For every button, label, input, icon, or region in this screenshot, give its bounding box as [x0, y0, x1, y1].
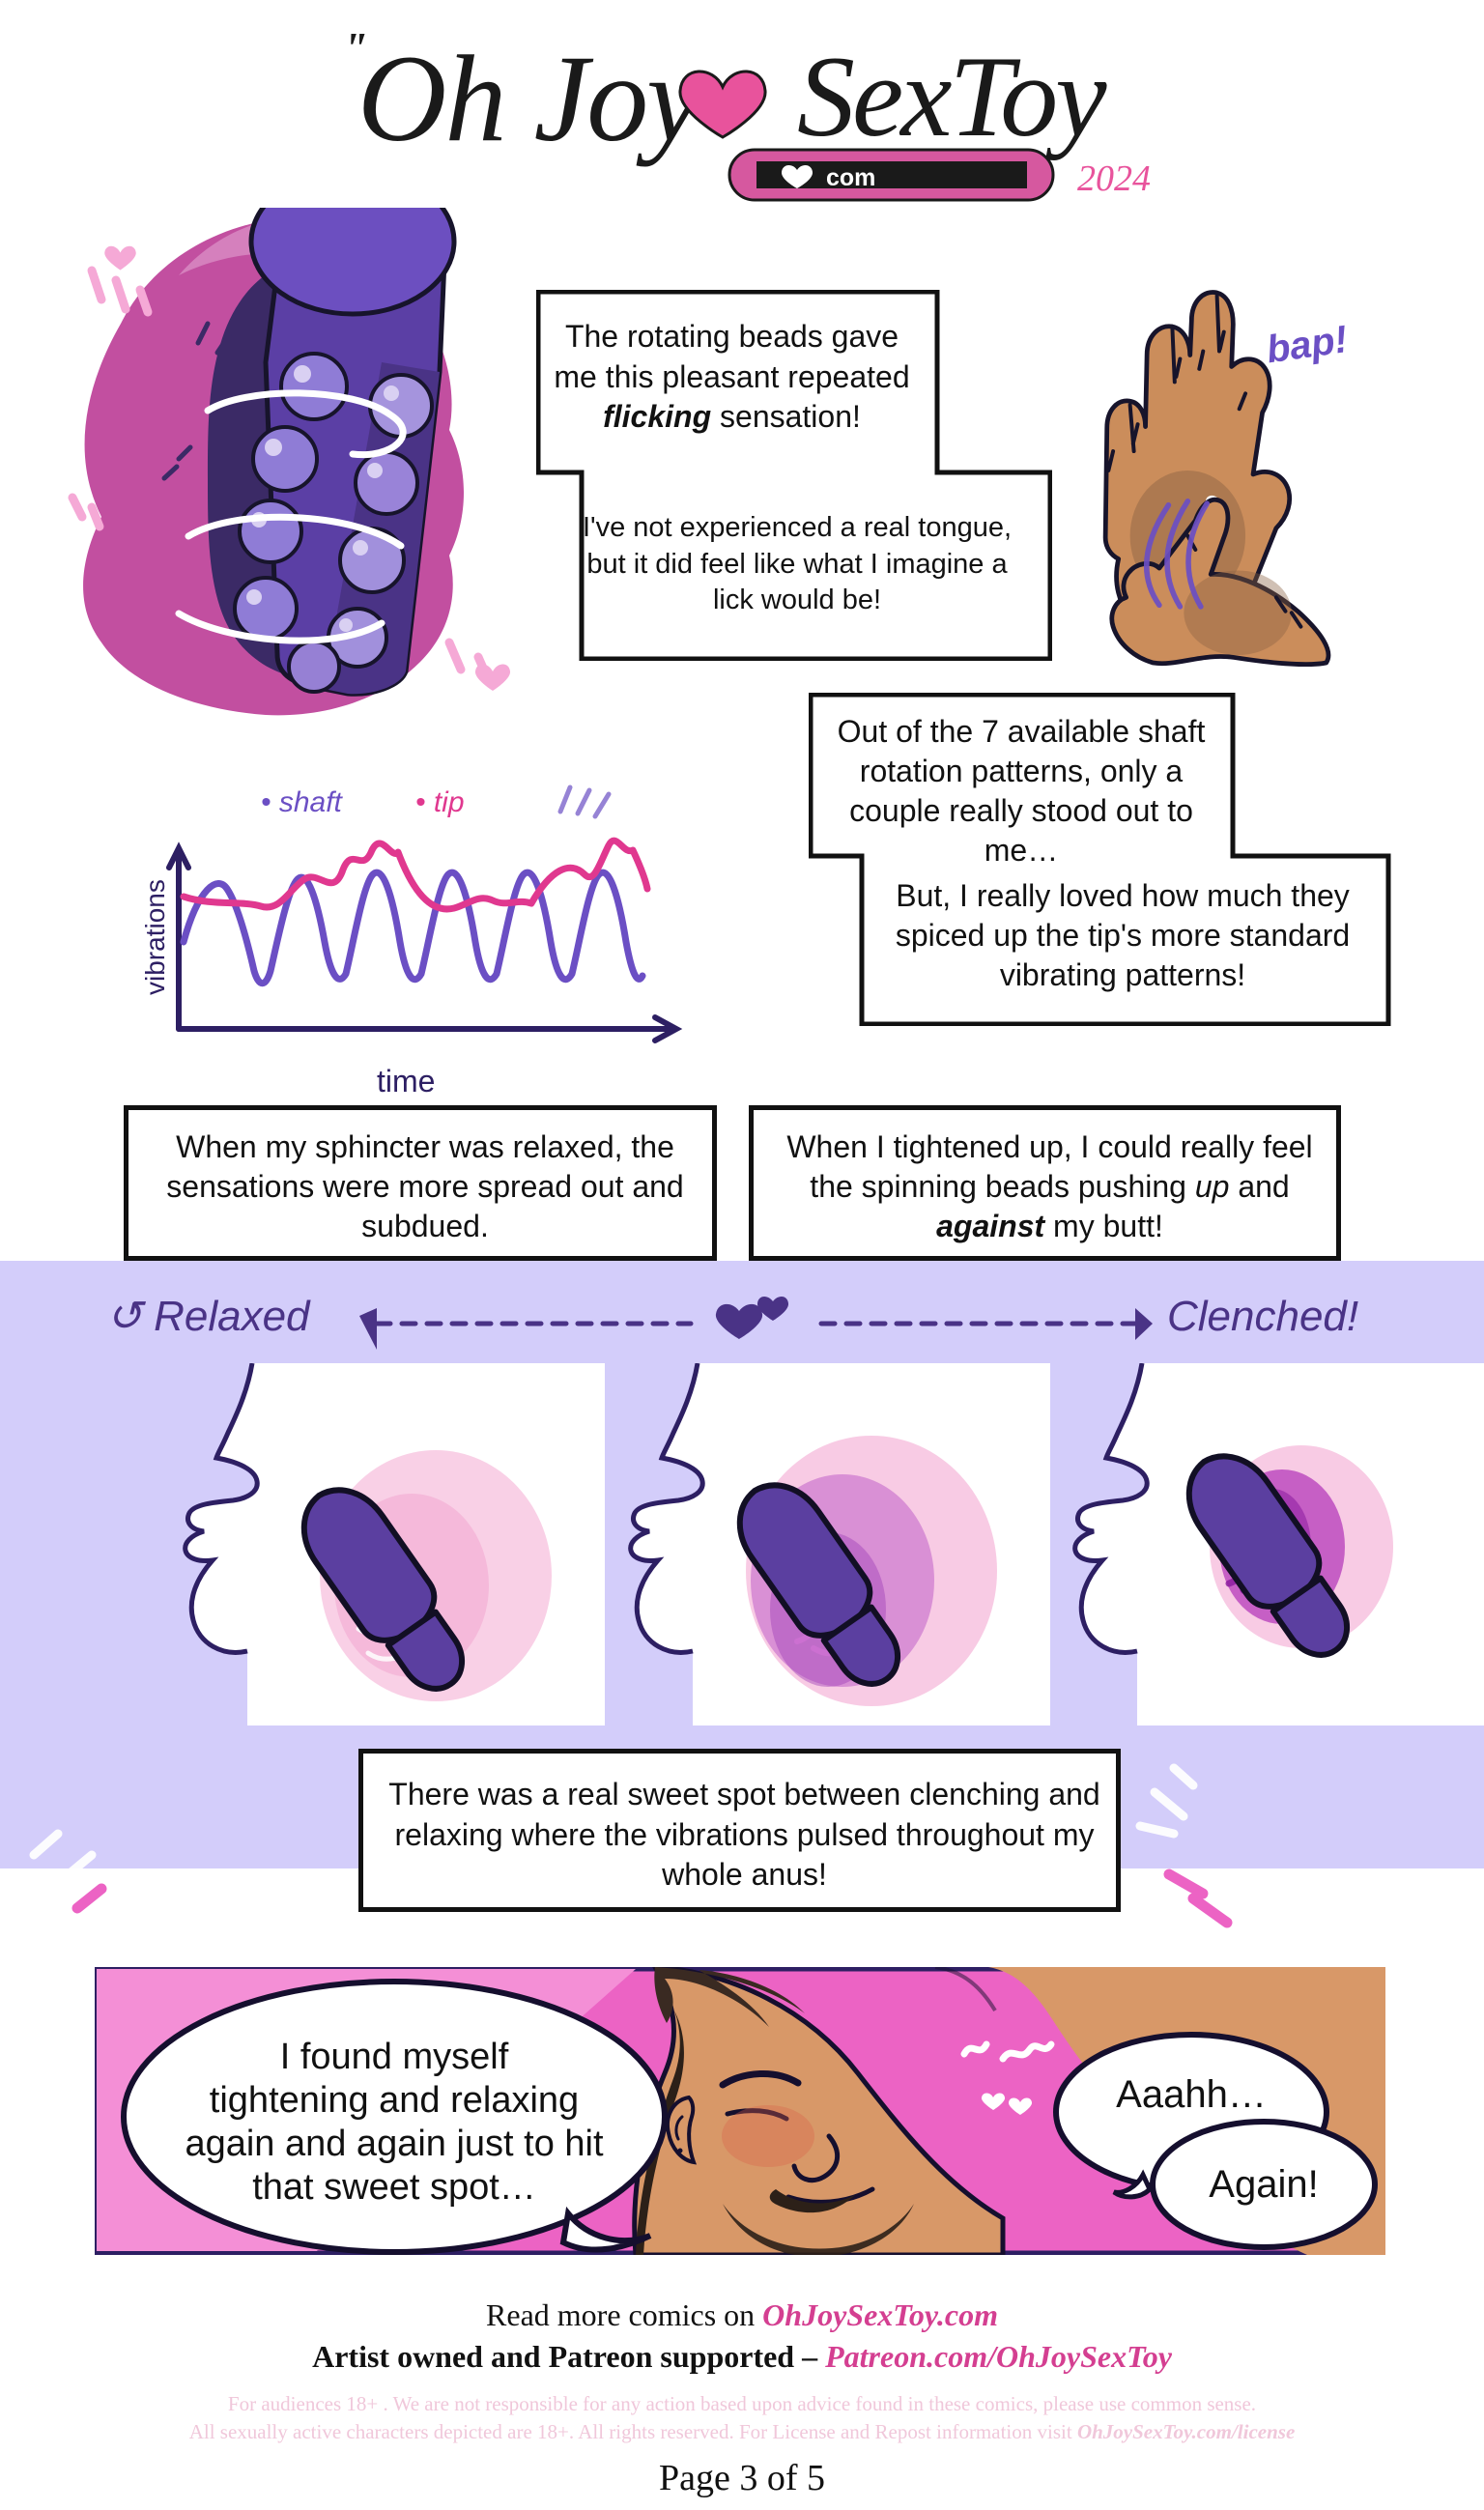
svg-text:↺ Relaxed: ↺ Relaxed [106, 1293, 311, 1340]
svg-text:that sweet spot…: that sweet spot… [252, 2167, 536, 2208]
svg-text:Clenched!: Clenched! [1167, 1293, 1358, 1340]
svg-text:• shaft: • shaft [261, 786, 344, 818]
svg-text:I found myself: I found myself [280, 2037, 509, 2077]
svg-text:Aaahh…: Aaahh… [1116, 2073, 1267, 2116]
svg-text:Oh Joy: Oh Joy [357, 30, 701, 167]
svg-text:Again!: Again! [1209, 2163, 1318, 2206]
svg-text:time: time [377, 1064, 435, 1098]
svg-text:com: com [826, 164, 875, 191]
svg-text:2024: 2024 [1077, 158, 1151, 199]
svg-text:bap!: bap! [1264, 318, 1350, 371]
svg-text:vibrations: vibrations [145, 879, 170, 995]
svg-text:• tip: • tip [415, 786, 465, 818]
svg-text:again and again just to hit: again and again just to hit [185, 2124, 604, 2164]
svg-text:SexToy: SexToy [797, 32, 1107, 160]
svg-text:tightening and relaxing: tightening and relaxing [210, 2080, 579, 2121]
